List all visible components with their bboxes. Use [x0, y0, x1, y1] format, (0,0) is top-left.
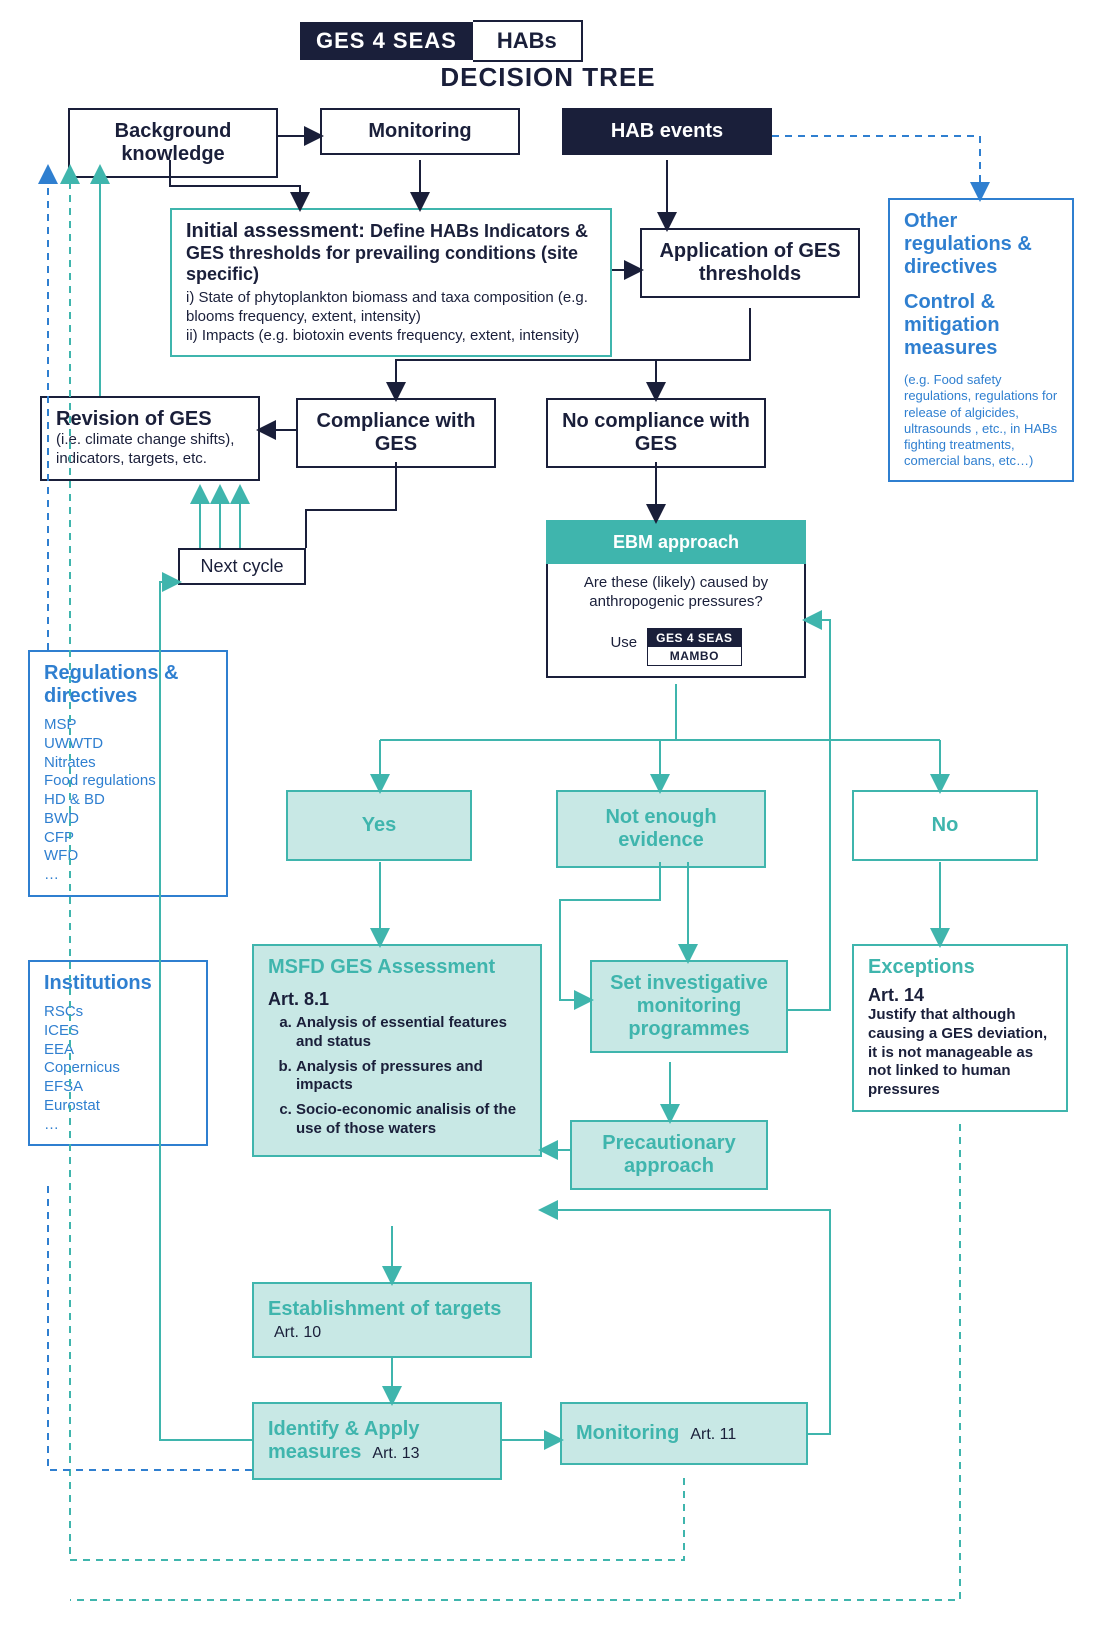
node-ebm-body: Are these (likely) caused by anthropogen…: [546, 564, 806, 678]
label: Next cycle: [200, 556, 283, 576]
item: UWWTD: [44, 735, 212, 754]
item: Food regulations: [44, 772, 212, 791]
item-a: Analysis of essential features and statu…: [296, 1014, 526, 1052]
node-initial-assessment: Initial assessment: Define HABs Indicato…: [170, 208, 612, 357]
label: HAB events: [611, 120, 723, 142]
node-compliance: Compliance with GES: [296, 398, 496, 468]
item: EEA: [44, 1041, 192, 1060]
item: WFD: [44, 847, 212, 866]
item: Eurostat: [44, 1097, 192, 1116]
mambo-badge: GES 4 SEAS MAMBO: [647, 628, 741, 666]
label: Revision of GES: [56, 408, 212, 430]
art: Art. 8.1: [268, 989, 526, 1010]
label: No compliance with GES: [562, 410, 750, 455]
title: MSFD GES Assessment: [268, 956, 526, 979]
art: Art. 13: [372, 1445, 419, 1462]
label: Not enough evidence: [605, 806, 716, 851]
node-regulations: Regulations & directives MSP UWWTD Nitra…: [28, 650, 228, 897]
item-b: Analysis of pressures and impacts: [296, 1058, 526, 1096]
label: No: [932, 814, 959, 836]
label: Background knowledge: [115, 120, 232, 165]
item: ICES: [44, 1022, 192, 1041]
use-label: Use: [610, 634, 637, 653]
node-background-knowledge: Background knowledge: [68, 108, 278, 178]
node-msfd: MSFD GES Assessment Art. 8.1 Analysis of…: [252, 944, 542, 1157]
title2: Control & mitigation measures: [904, 291, 1058, 360]
node-no: No: [852, 790, 1038, 861]
label: Precautionary approach: [602, 1132, 735, 1177]
body: Justify that although causing a GES devi…: [868, 1006, 1052, 1100]
body: (e.g. Food safety regulations, regulatio…: [904, 372, 1058, 470]
item: MSP: [44, 716, 212, 735]
node-not-enough: Not enough evidence: [556, 790, 766, 868]
item-i: i) State of phytoplankton biomass and ta…: [186, 289, 596, 327]
title: Institutions: [44, 972, 192, 995]
logo-dark: GES 4 SEAS: [300, 22, 473, 60]
label: Application of GES thresholds: [659, 240, 840, 285]
node-precautionary: Precautionary approach: [570, 1120, 768, 1190]
item: CFP: [44, 829, 212, 848]
label: Set investigative monitoring programmes: [610, 972, 768, 1040]
title: Regulations & directives: [44, 662, 212, 708]
node-monitoring-top: Monitoring: [320, 108, 520, 155]
question: Are these (likely) caused by anthropogen…: [562, 574, 790, 612]
body: (i.e. climate change shifts), indicators…: [56, 431, 244, 469]
node-next-cycle: Next cycle: [178, 548, 306, 585]
node-application-ges: Application of GES thresholds: [640, 228, 860, 298]
label: Monitoring: [368, 120, 471, 142]
label: Yes: [362, 814, 396, 836]
mambo-bot: MAMBO: [648, 647, 740, 665]
node-revision: Revision of GES (i.e. climate change shi…: [40, 396, 260, 481]
item-ii: ii) Impacts (e.g. biotoxin events freque…: [186, 327, 596, 346]
title: Monitoring: [576, 1422, 679, 1444]
item: EFSA: [44, 1078, 192, 1097]
title1: Other regulations & directives: [904, 210, 1058, 279]
item: RSCs: [44, 1003, 192, 1022]
node-targets: Establishment of targets Art. 10: [252, 1282, 532, 1358]
item: …: [44, 1116, 192, 1135]
item: Nitrates: [44, 754, 212, 773]
label: EBM approach: [613, 532, 739, 552]
title: Establishment of targets: [268, 1298, 501, 1320]
item: HD & BD: [44, 791, 212, 810]
art: Art. 11: [690, 1426, 736, 1443]
node-other-regulations: Other regulations & directives Control &…: [888, 198, 1074, 482]
node-no-compliance: No compliance with GES: [546, 398, 766, 468]
node-exceptions: Exceptions Art. 14 Justify that although…: [852, 944, 1068, 1112]
mambo-top: GES 4 SEAS: [648, 629, 740, 647]
item: …: [44, 866, 212, 885]
label: Initial assessment:: [186, 220, 365, 242]
item: BWD: [44, 810, 212, 829]
node-hab-events: HAB events: [562, 108, 772, 155]
node-yes: Yes: [286, 790, 472, 861]
node-ebm-header: EBM approach: [546, 520, 806, 565]
art: Art. 10: [274, 1324, 321, 1341]
node-monitoring-bottom: Monitoring Art. 11: [560, 1402, 808, 1465]
page-title: DECISION TREE: [0, 62, 1096, 93]
node-institutions: Institutions RSCs ICES EEA Copernicus EF…: [28, 960, 208, 1146]
item-c: Socio-economic analisis of the use of th…: [296, 1101, 526, 1139]
logo-light: HABs: [473, 20, 583, 62]
header-logo: GES 4 SEAS HABs: [300, 20, 583, 62]
item: Copernicus: [44, 1059, 192, 1078]
art: Art. 14: [868, 985, 1052, 1006]
label: Compliance with GES: [317, 410, 476, 455]
flowchart-canvas: GES 4 SEAS HABs DECISION TREE Background…: [0, 0, 1096, 1637]
node-identify: Identify & Apply measures Art. 13: [252, 1402, 502, 1480]
title: Exceptions: [868, 956, 1052, 979]
node-set-investigative: Set investigative monitoring programmes: [590, 960, 788, 1053]
